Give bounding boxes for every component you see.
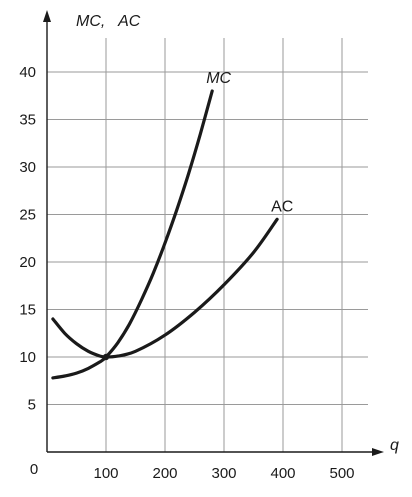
grid-lines	[47, 38, 368, 452]
x-tick-label: 400	[270, 465, 295, 482]
intersection-point	[102, 353, 110, 361]
axes	[43, 10, 384, 456]
y-tick-label: 15	[19, 302, 36, 319]
curves	[51, 89, 279, 380]
y-axis-title: MC, AC	[76, 13, 141, 30]
x-tick-label: 300	[211, 465, 236, 482]
y-tick-label: 30	[19, 159, 36, 176]
y-tick-label: 5	[28, 397, 36, 414]
y-tick-label: 35	[19, 112, 36, 129]
y-tick-label: 40	[19, 64, 36, 81]
y-tick-label: 20	[19, 254, 36, 271]
x-axis-arrow	[372, 448, 384, 456]
ac-curve-label: AC	[271, 198, 293, 215]
mc-curve	[51, 89, 214, 380]
ac-curve	[51, 217, 279, 359]
x-axis-title: q	[390, 437, 399, 454]
mc-curve-label: MC	[206, 70, 231, 87]
tick-labels: 100 200 300 400 500 5 10 15 20 25 30 35 40	[19, 64, 354, 482]
x-tick-label: 200	[152, 465, 177, 482]
origin-label: 0	[30, 461, 38, 478]
curve-labels: MC AC	[206, 70, 293, 215]
y-tick-label: 10	[19, 349, 36, 366]
x-tick-label: 100	[93, 465, 118, 482]
x-tick-label: 500	[329, 465, 354, 482]
y-tick-label: 25	[19, 207, 36, 224]
y-axis-arrow	[43, 10, 51, 22]
